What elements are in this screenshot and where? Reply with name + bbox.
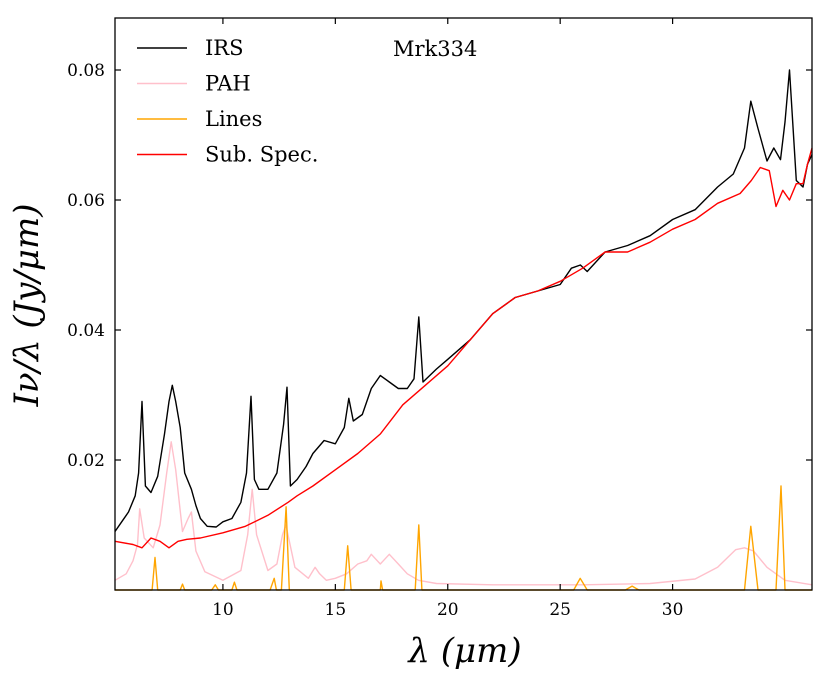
series-line-pah <box>114 441 813 586</box>
object-name-label: Mrk334 <box>393 37 477 61</box>
x-tick-label: 30 <box>662 600 684 620</box>
x-tick-label: 15 <box>325 600 347 620</box>
x-axis-title: λ (μm) <box>406 631 521 671</box>
ticks-layer: 10 15 20 25 30 0.02 0.04 0.06 0.08 <box>67 18 812 620</box>
legend-label-pah: PAH <box>205 72 251 96</box>
legend-label-lines: Lines <box>205 107 262 131</box>
plot-frame <box>114 17 813 591</box>
y-axis-title: Iν/λ (Jy/μm) <box>7 203 47 407</box>
x-tick-label: 20 <box>437 600 459 620</box>
series-line-irs <box>114 69 813 532</box>
y-tick-label: 0.02 <box>67 451 105 471</box>
series-line-sub-spec <box>114 147 813 549</box>
y-tick-label: 0.06 <box>67 191 105 211</box>
x-tick-label: 25 <box>549 600 571 620</box>
legend-label-irs: IRS <box>205 36 244 60</box>
series-line-lines <box>115 485 812 591</box>
y-tick-label: 0.08 <box>67 61 105 81</box>
x-tick-label: 10 <box>212 600 234 620</box>
y-tick-label: 0.04 <box>67 321 105 341</box>
legend-label-sub-spec: Sub. Spec. <box>205 143 318 167</box>
legend: IRS PAH Lines Sub. Spec. <box>137 36 318 167</box>
